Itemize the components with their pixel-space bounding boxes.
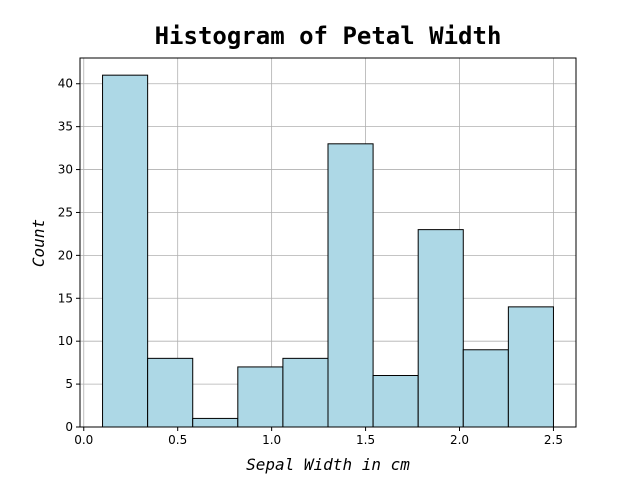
y-tick-label: 20: [58, 248, 73, 262]
y-axis-label: Count: [29, 219, 48, 267]
plot-frame: [79, 57, 577, 428]
x-axis-ticks: 0.0 0.5 1.0 1.5 2.0 2.5: [74, 427, 563, 447]
y-axis-ticks: 0 5 10 15 20 25 30 35 40: [58, 77, 80, 434]
histogram-bar: [327, 143, 374, 428]
y-tick-label: 0: [65, 420, 73, 434]
y-tick-label: 35: [58, 120, 73, 134]
y-tick-label: 10: [58, 334, 73, 348]
histogram-bar: [102, 74, 149, 428]
x-tick-label: 2.0: [450, 433, 469, 447]
y-tick-label: 40: [58, 77, 73, 91]
y-tick-label: 25: [58, 205, 73, 219]
x-axis-label: Sepal Width in cm: [246, 455, 410, 474]
histogram-bar: [237, 366, 284, 428]
x-tick-label: 1.0: [262, 433, 281, 447]
x-tick-label: 1.5: [356, 433, 375, 447]
y-tick-label: 30: [58, 163, 73, 177]
bars: [102, 74, 554, 428]
histogram-bar: [147, 357, 194, 428]
histogram-bar: [462, 349, 509, 428]
histogram-bar: [417, 229, 464, 428]
y-tick-label: 5: [65, 377, 73, 391]
y-tick-label: 15: [58, 291, 73, 305]
x-tick-label: 2.5: [544, 433, 563, 447]
histogram-bar: [372, 375, 419, 428]
x-tick-label: 0.5: [168, 433, 187, 447]
histogram-bar: [282, 357, 329, 428]
chart-title: Histogram of Petal Width: [155, 22, 502, 50]
histogram-bar: [507, 306, 554, 428]
histogram-bar: [192, 417, 239, 428]
x-tick-label: 0.0: [74, 433, 93, 447]
